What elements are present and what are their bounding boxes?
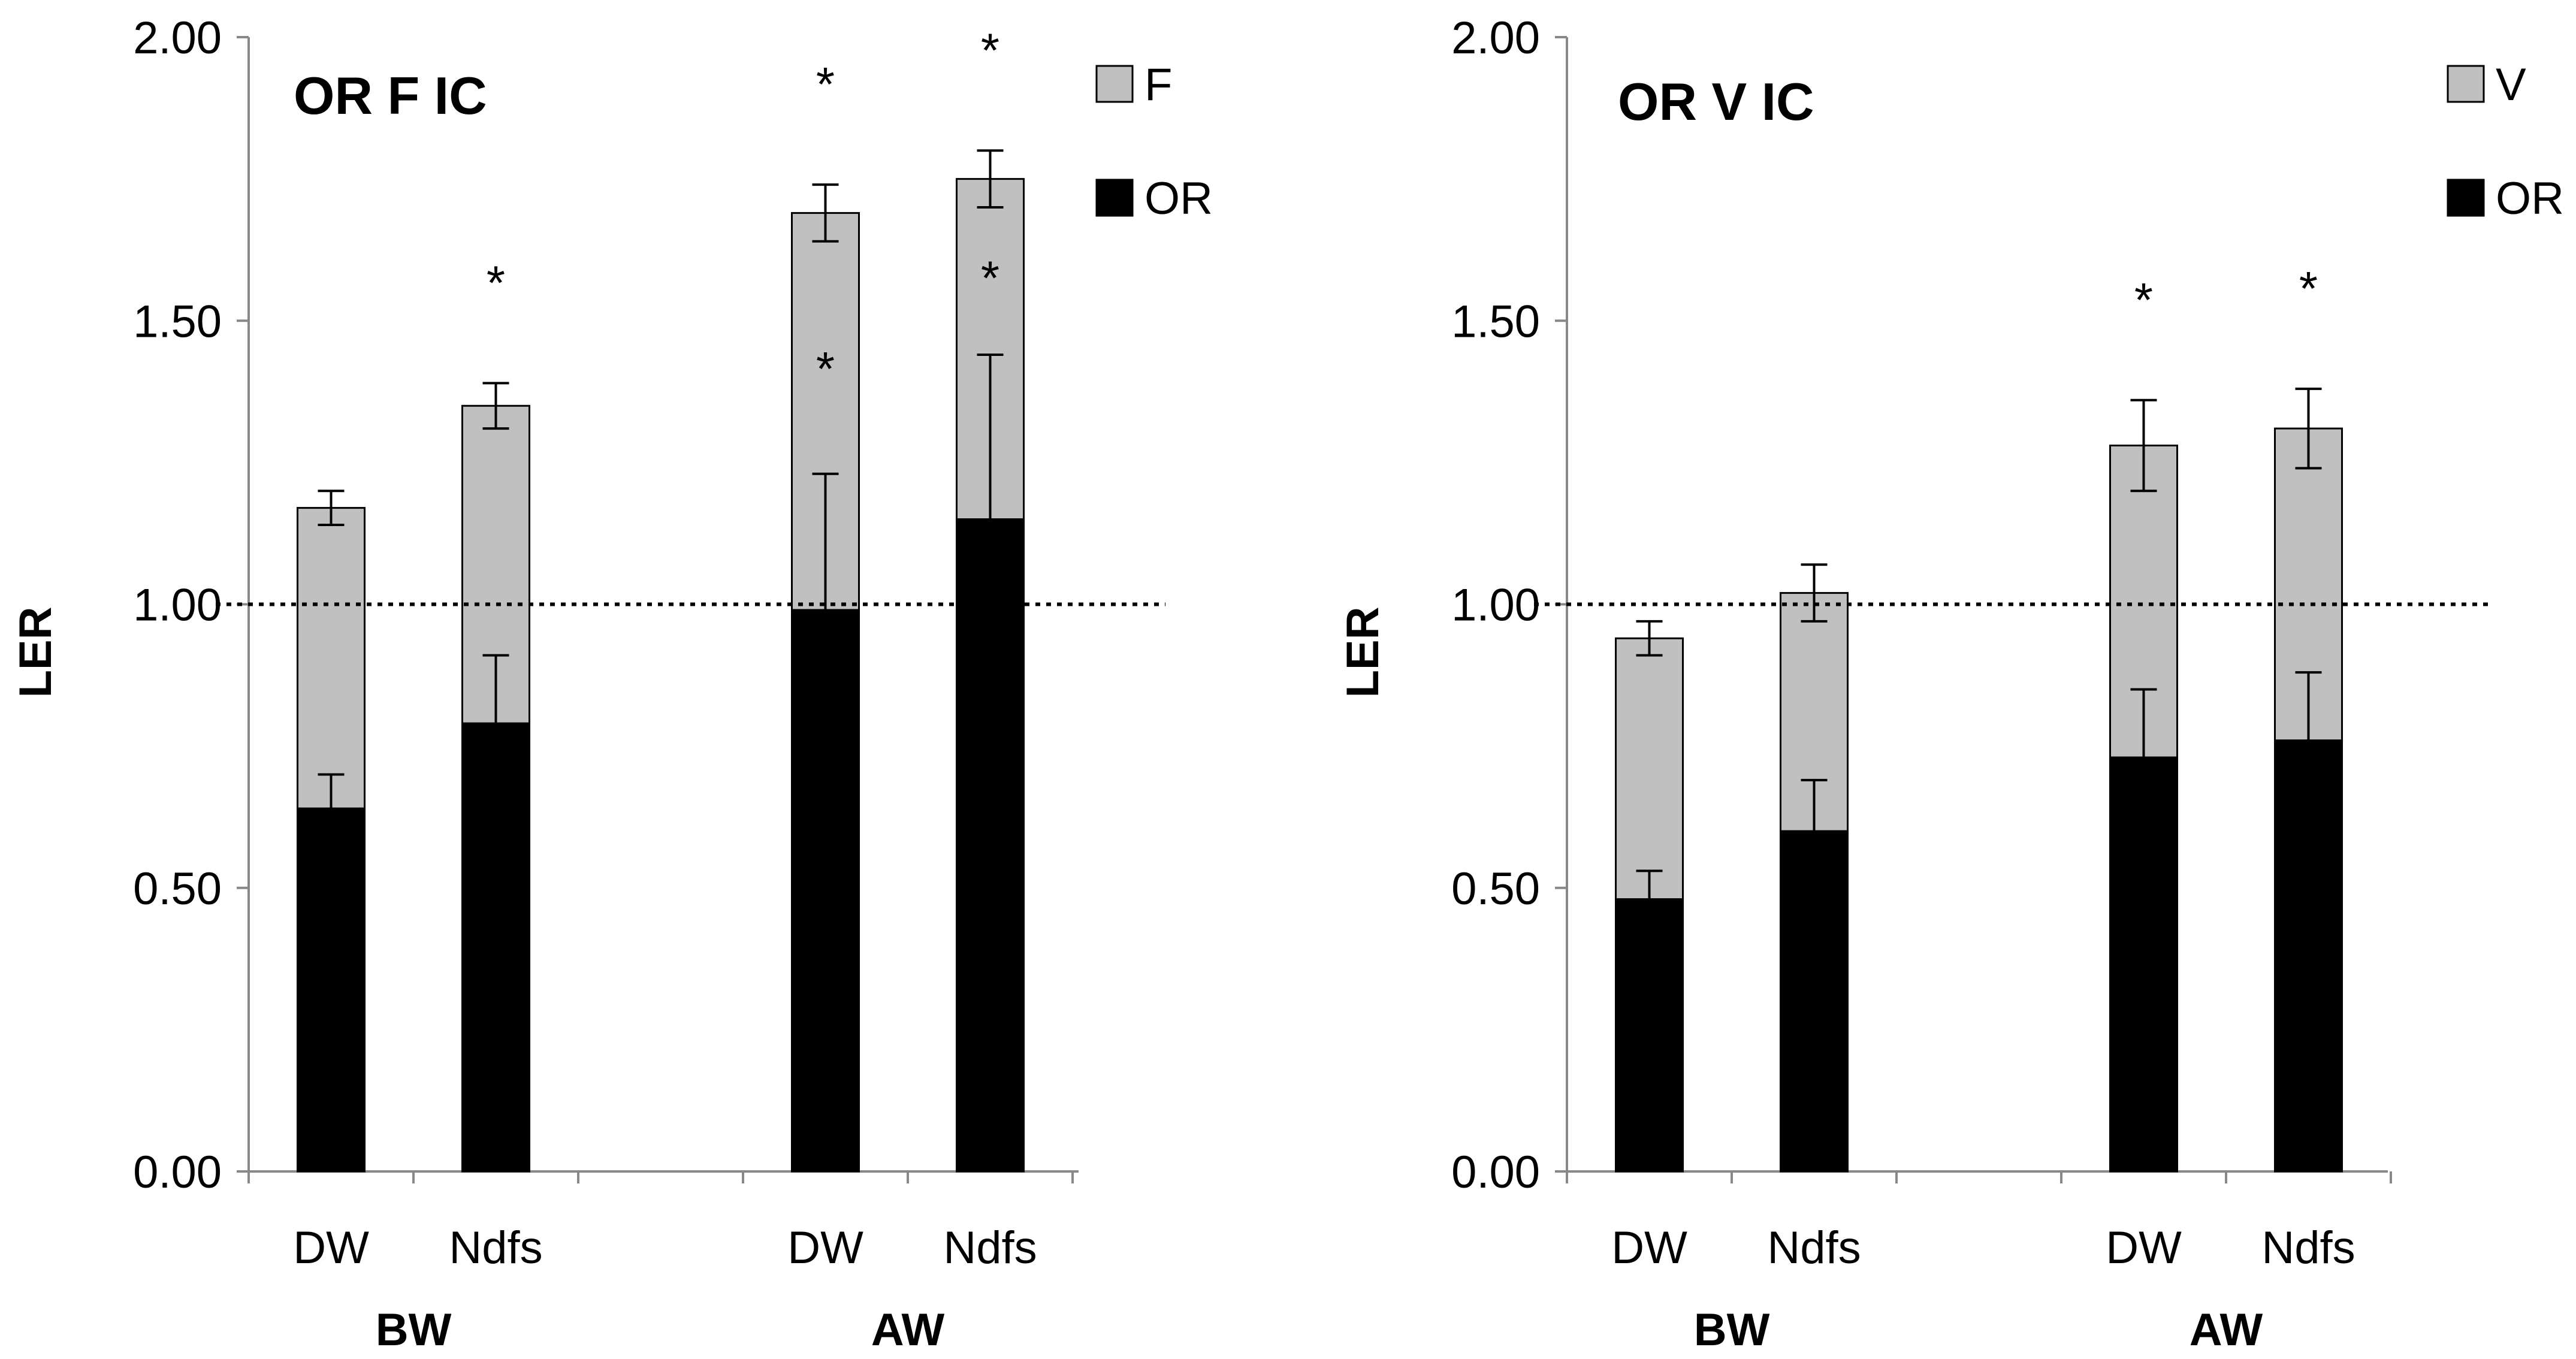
y-tick-label: 0.50 xyxy=(133,863,222,914)
bar-or-segment xyxy=(791,609,860,1173)
y-tick-label: 0.00 xyxy=(133,1147,222,1198)
bar-or-segment xyxy=(2274,739,2343,1173)
y-tick-label: 1.50 xyxy=(1451,296,1540,347)
chart-panel-1: 0.00 0.50 1.00 1.50 2.00 DW * Ndfs * * DW * * Ndfs BW A… xyxy=(10,13,1213,1355)
bar-or-segment xyxy=(956,518,1025,1173)
x-category-label: Ndfs xyxy=(943,1222,1037,1273)
bar-or-segment xyxy=(2109,756,2178,1173)
legend-label: V xyxy=(2496,59,2526,110)
chart-title: OR V IC xyxy=(1618,72,1814,131)
bar-or-segment xyxy=(461,722,530,1173)
bar-or-segment xyxy=(297,807,366,1173)
legend-swatch-or xyxy=(2447,179,2485,217)
y-axis-label: LER xyxy=(10,607,61,698)
y-tick-label: 0.00 xyxy=(1451,1147,1540,1198)
x-group-label: AW xyxy=(2190,1304,2263,1355)
significance-star: * xyxy=(816,342,835,395)
y-tick-label: 2.00 xyxy=(133,13,222,64)
x-category-label: Ndfs xyxy=(449,1222,542,1273)
y-tick-label: 2.00 xyxy=(1451,13,1540,64)
legend-label: OR xyxy=(1144,173,1213,224)
y-tick-label: 1.50 xyxy=(133,296,222,347)
y-tick-label: 1.00 xyxy=(1451,580,1540,631)
x-category-label: Ndfs xyxy=(2261,1222,2355,1273)
significance-star: * xyxy=(487,256,505,309)
significance-star: * xyxy=(981,252,999,305)
x-category-label: Ndfs xyxy=(1767,1222,1861,1273)
x-group-label: BW xyxy=(376,1304,452,1355)
x-category-label: DW xyxy=(1611,1222,1687,1273)
bar-f-segment xyxy=(297,507,366,810)
significance-star: * xyxy=(981,23,999,77)
legend-swatch-or xyxy=(1095,179,1134,217)
x-category-label: DW xyxy=(2106,1222,2182,1273)
significance-star: * xyxy=(2299,262,2318,315)
significance-star: * xyxy=(2134,273,2153,327)
bar-or-segment xyxy=(1780,830,1849,1173)
y-tick-label: 1.00 xyxy=(133,580,222,631)
x-group-label: BW xyxy=(1694,1304,1770,1355)
chart-panel-2: 0.00 0.50 1.00 1.50 2.00 DW Ndfs * DW * Ndfs BW AW OR… xyxy=(1337,13,2564,1355)
bar-v-segment xyxy=(1615,637,1684,901)
legend-swatch-f xyxy=(1095,65,1134,103)
x-category-label: DW xyxy=(293,1222,369,1273)
significance-star: * xyxy=(816,58,835,111)
x-group-label: AW xyxy=(871,1304,945,1355)
legend-label: F xyxy=(1144,59,1172,110)
x-category-label: DW xyxy=(787,1222,863,1273)
bar-or-segment xyxy=(1615,898,1684,1173)
y-tick-label: 0.50 xyxy=(1451,863,1540,914)
legend-swatch-v xyxy=(2447,65,2485,103)
y-axis-label: LER xyxy=(1337,607,1388,698)
chart-title: OR F IC xyxy=(294,66,487,125)
legend-label: OR xyxy=(2496,173,2564,224)
